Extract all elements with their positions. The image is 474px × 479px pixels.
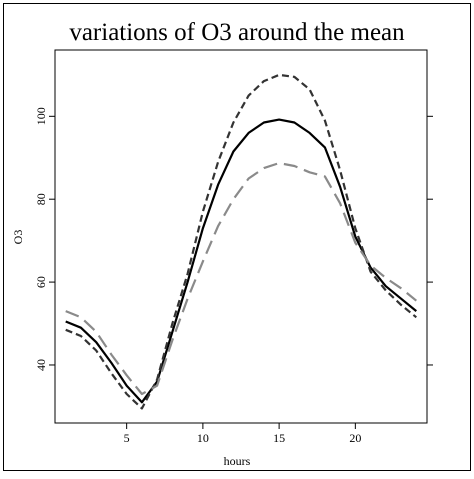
series-layer [65, 73, 417, 410]
x-axis-ticks: 5 10 15 20 [124, 423, 361, 445]
x-tick-label: 20 [349, 431, 361, 445]
y-axis-label: O3 [11, 230, 25, 245]
y-tick-label: 80 [34, 193, 48, 205]
series-line-1 [65, 118, 417, 404]
figure-frame [3, 3, 471, 471]
plot-area [54, 49, 428, 424]
x-tick-label: 5 [124, 431, 130, 445]
chart-title: variations of O3 around the mean [69, 19, 405, 46]
series-line-3 [65, 162, 417, 396]
x-axis-label: hours [224, 454, 251, 468]
y-tick-label: 60 [34, 276, 48, 288]
y-tick-label: 100 [34, 107, 48, 125]
series-line-2 [65, 73, 417, 410]
x-tick-label: 10 [197, 431, 209, 445]
x-tick-label: 15 [273, 431, 285, 445]
y-tick-label: 40 [34, 359, 48, 371]
y-axis-ticks: 40 60 80 100 [34, 107, 433, 371]
